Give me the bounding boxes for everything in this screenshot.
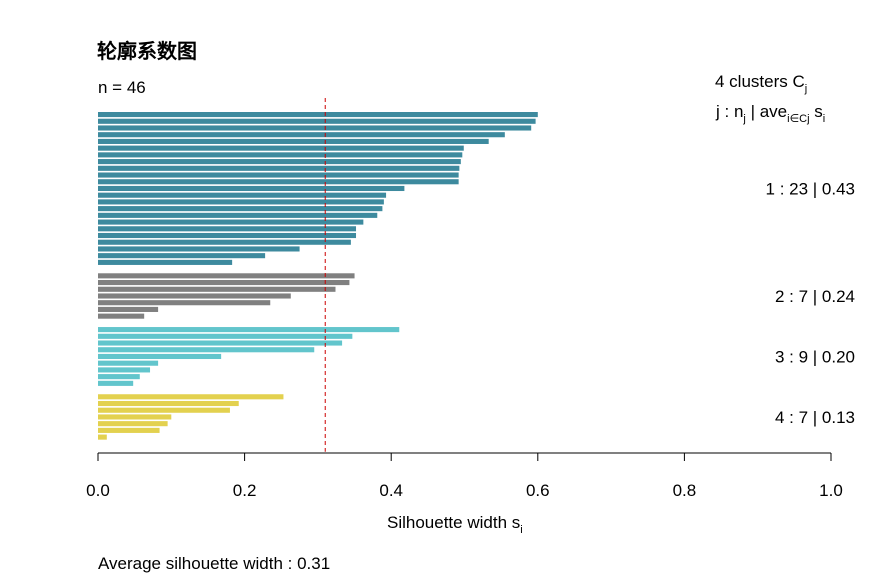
silhouette-bar (98, 421, 168, 427)
silhouette-bar (98, 273, 355, 279)
header-col-c: | ave (746, 102, 787, 121)
silhouette-bar (98, 347, 315, 353)
cluster-labels-group: 1 : 23 | 0.43 2 : 7 | 0.24 3 : 9 | 0.20 4 :… (766, 180, 855, 428)
silhouette-bar (98, 226, 357, 232)
silhouette-bar (98, 367, 151, 373)
silhouette-bar (98, 259, 233, 265)
header-clusters: 4 clusters Cj (715, 72, 807, 95)
x-tick-label: 0.0 (86, 481, 110, 500)
x-axis-label-sub: i (520, 524, 522, 536)
header-col-f: i (823, 113, 825, 125)
silhouette-bar (98, 374, 140, 380)
cluster-label: 1 : 23 | 0.43 (766, 180, 855, 199)
x-axis-label-text: Silhouette width s (387, 513, 520, 532)
silhouette-bar (98, 159, 461, 165)
silhouette-bar (98, 152, 463, 158)
bars-group (98, 112, 538, 440)
silhouette-bar (98, 239, 351, 245)
silhouette-bar (98, 253, 266, 259)
x-tick-label: 0.4 (379, 481, 403, 500)
x-axis-ticks: 0.0 0.2 0.4 0.6 0.8 1.0 (86, 453, 843, 500)
average-silhouette-footer: Average silhouette width : 0.31 (98, 554, 330, 573)
cluster-label: 2 : 7 | 0.24 (775, 287, 855, 306)
silhouette-bar (98, 219, 364, 225)
silhouette-bar (98, 353, 222, 360)
silhouette-bar (98, 112, 538, 118)
silhouette-bar (98, 125, 532, 131)
silhouette-bar (98, 286, 336, 292)
header-columns: j : nj | avei∈Cj si (715, 102, 825, 125)
silhouette-bar (98, 333, 353, 339)
silhouette-bar (98, 145, 464, 151)
silhouette-bar (98, 380, 134, 386)
silhouette-bar (98, 232, 357, 239)
header-clusters-text: 4 clusters C (715, 72, 805, 91)
header-clusters-sub: j (804, 83, 807, 95)
silhouette-bar (98, 300, 271, 306)
silhouette-bar (98, 340, 343, 346)
x-tick-label: 0.2 (233, 481, 257, 500)
cluster-label: 3 : 9 | 0.20 (775, 348, 855, 367)
silhouette-bar (98, 427, 160, 433)
header-col-a: j : n (715, 102, 743, 121)
silhouette-bar (98, 394, 284, 400)
header-col-b: j (742, 113, 745, 125)
silhouette-bar (98, 172, 459, 178)
header-col-d: i∈Cj (787, 113, 809, 125)
x-tick-label: 0.8 (673, 481, 697, 500)
cluster-label: 4 : 7 | 0.13 (775, 408, 855, 427)
silhouette-bar (98, 327, 400, 333)
silhouette-bar (98, 293, 291, 299)
header-col-e: s (810, 102, 823, 121)
silhouette-bar (98, 212, 378, 218)
silhouette-bar (98, 434, 107, 440)
n-label: n = 46 (98, 78, 146, 97)
silhouette-bar (98, 192, 387, 198)
silhouette-bar (98, 313, 145, 319)
silhouette-bar (98, 407, 230, 413)
silhouette-bar (98, 132, 505, 138)
silhouette-bar (98, 280, 350, 286)
x-tick-label: 0.6 (526, 481, 550, 500)
silhouette-bar (98, 360, 159, 366)
silhouette-bar (98, 138, 489, 144)
x-axis-label: Silhouette width si (387, 513, 523, 536)
silhouette-bar (98, 306, 159, 312)
chart-title: 轮廓系数图 (97, 39, 197, 63)
silhouette-bar (98, 414, 172, 420)
x-tick-label: 1.0 (819, 481, 843, 500)
silhouette-bar (98, 199, 384, 205)
silhouette-bar (98, 400, 239, 407)
silhouette-bar (98, 118, 536, 124)
silhouette-bar (98, 185, 405, 192)
silhouette-bar (98, 179, 459, 185)
silhouette-bar (98, 246, 300, 252)
silhouette-bar (98, 206, 383, 212)
silhouette-bar (98, 165, 460, 171)
